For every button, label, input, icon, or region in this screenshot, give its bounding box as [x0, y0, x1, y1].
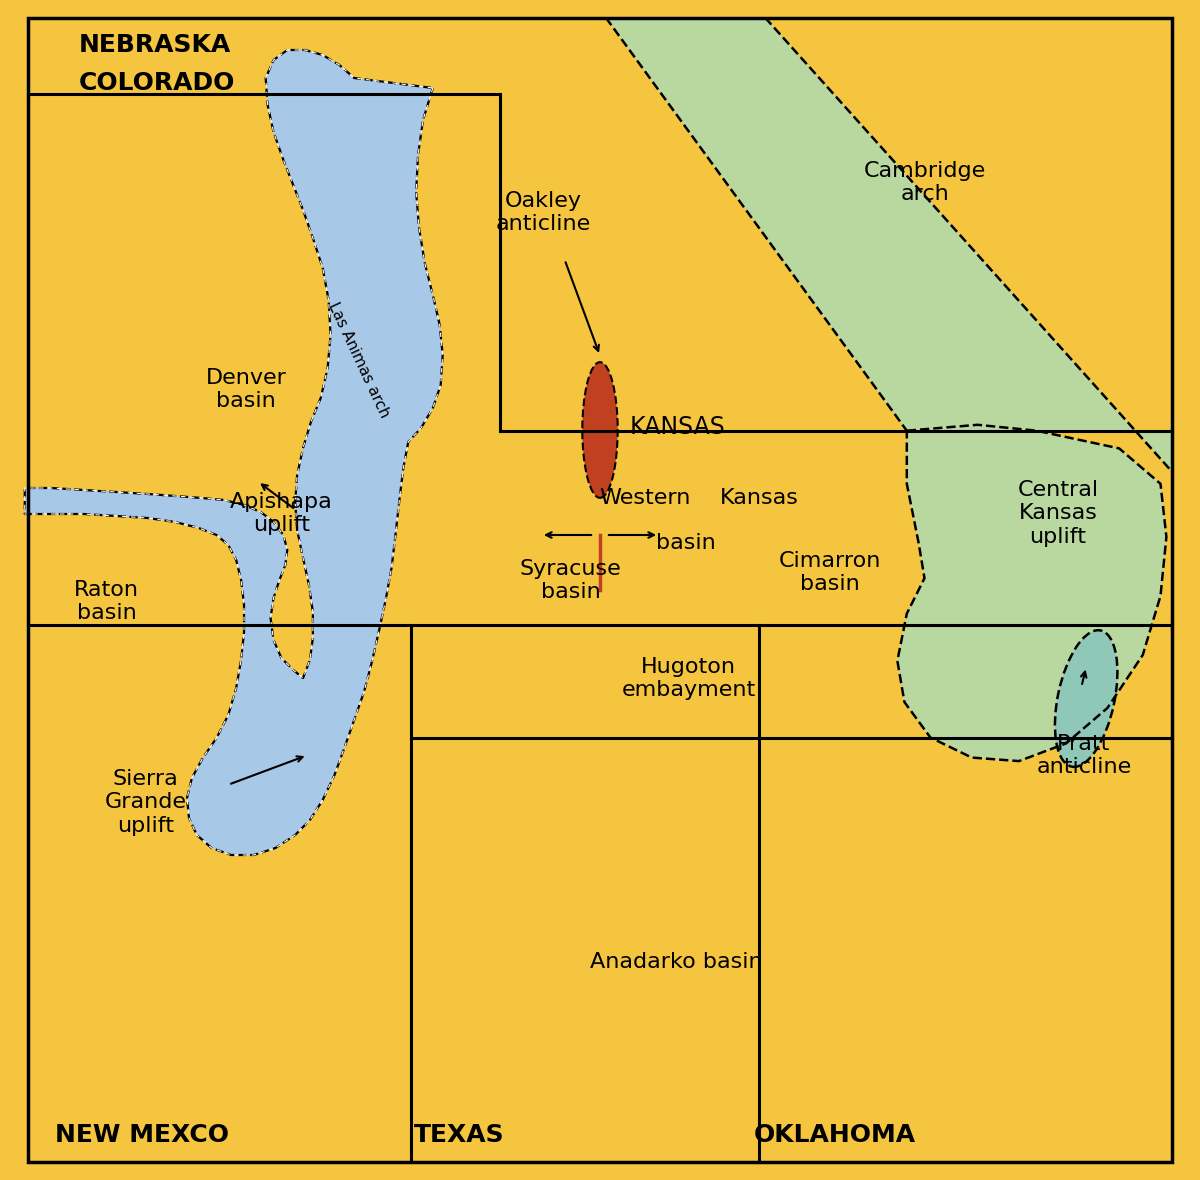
Text: basin: basin	[656, 533, 716, 552]
Text: OKLAHOMA: OKLAHOMA	[754, 1123, 916, 1147]
Text: Raton
basin: Raton basin	[74, 581, 139, 623]
Text: Central
Kansas
uplift: Central Kansas uplift	[1018, 480, 1098, 546]
Text: KANSAS: KANSAS	[630, 415, 725, 439]
Text: Sierra
Grande
uplift: Sierra Grande uplift	[104, 769, 187, 835]
Text: Cambridge
arch: Cambridge arch	[863, 162, 985, 204]
Ellipse shape	[1055, 630, 1117, 767]
Text: NEW MEXCO: NEW MEXCO	[55, 1123, 229, 1147]
Text: COLORADO: COLORADO	[78, 71, 235, 94]
Text: Kansas: Kansas	[720, 489, 799, 507]
Text: Hugoton
embayment: Hugoton embayment	[622, 657, 756, 700]
Text: Anadarko basin: Anadarko basin	[590, 952, 763, 971]
Polygon shape	[606, 18, 1172, 472]
Polygon shape	[25, 50, 443, 856]
Text: TEXAS: TEXAS	[414, 1123, 504, 1147]
Text: Denver
basin: Denver basin	[205, 368, 287, 411]
Text: Las Animas arch: Las Animas arch	[325, 300, 392, 420]
Text: Pratt
anticline: Pratt anticline	[1036, 734, 1132, 776]
Text: Syracuse
basin: Syracuse basin	[520, 559, 622, 602]
Text: Apishapa
uplift: Apishapa uplift	[230, 492, 332, 535]
Text: Oakley
anticline: Oakley anticline	[496, 191, 590, 234]
Text: Cimarron
basin: Cimarron basin	[779, 551, 881, 594]
Text: NEBRASKA: NEBRASKA	[78, 33, 230, 57]
Text: Western: Western	[599, 489, 690, 507]
Ellipse shape	[582, 362, 618, 498]
Polygon shape	[898, 425, 1166, 761]
